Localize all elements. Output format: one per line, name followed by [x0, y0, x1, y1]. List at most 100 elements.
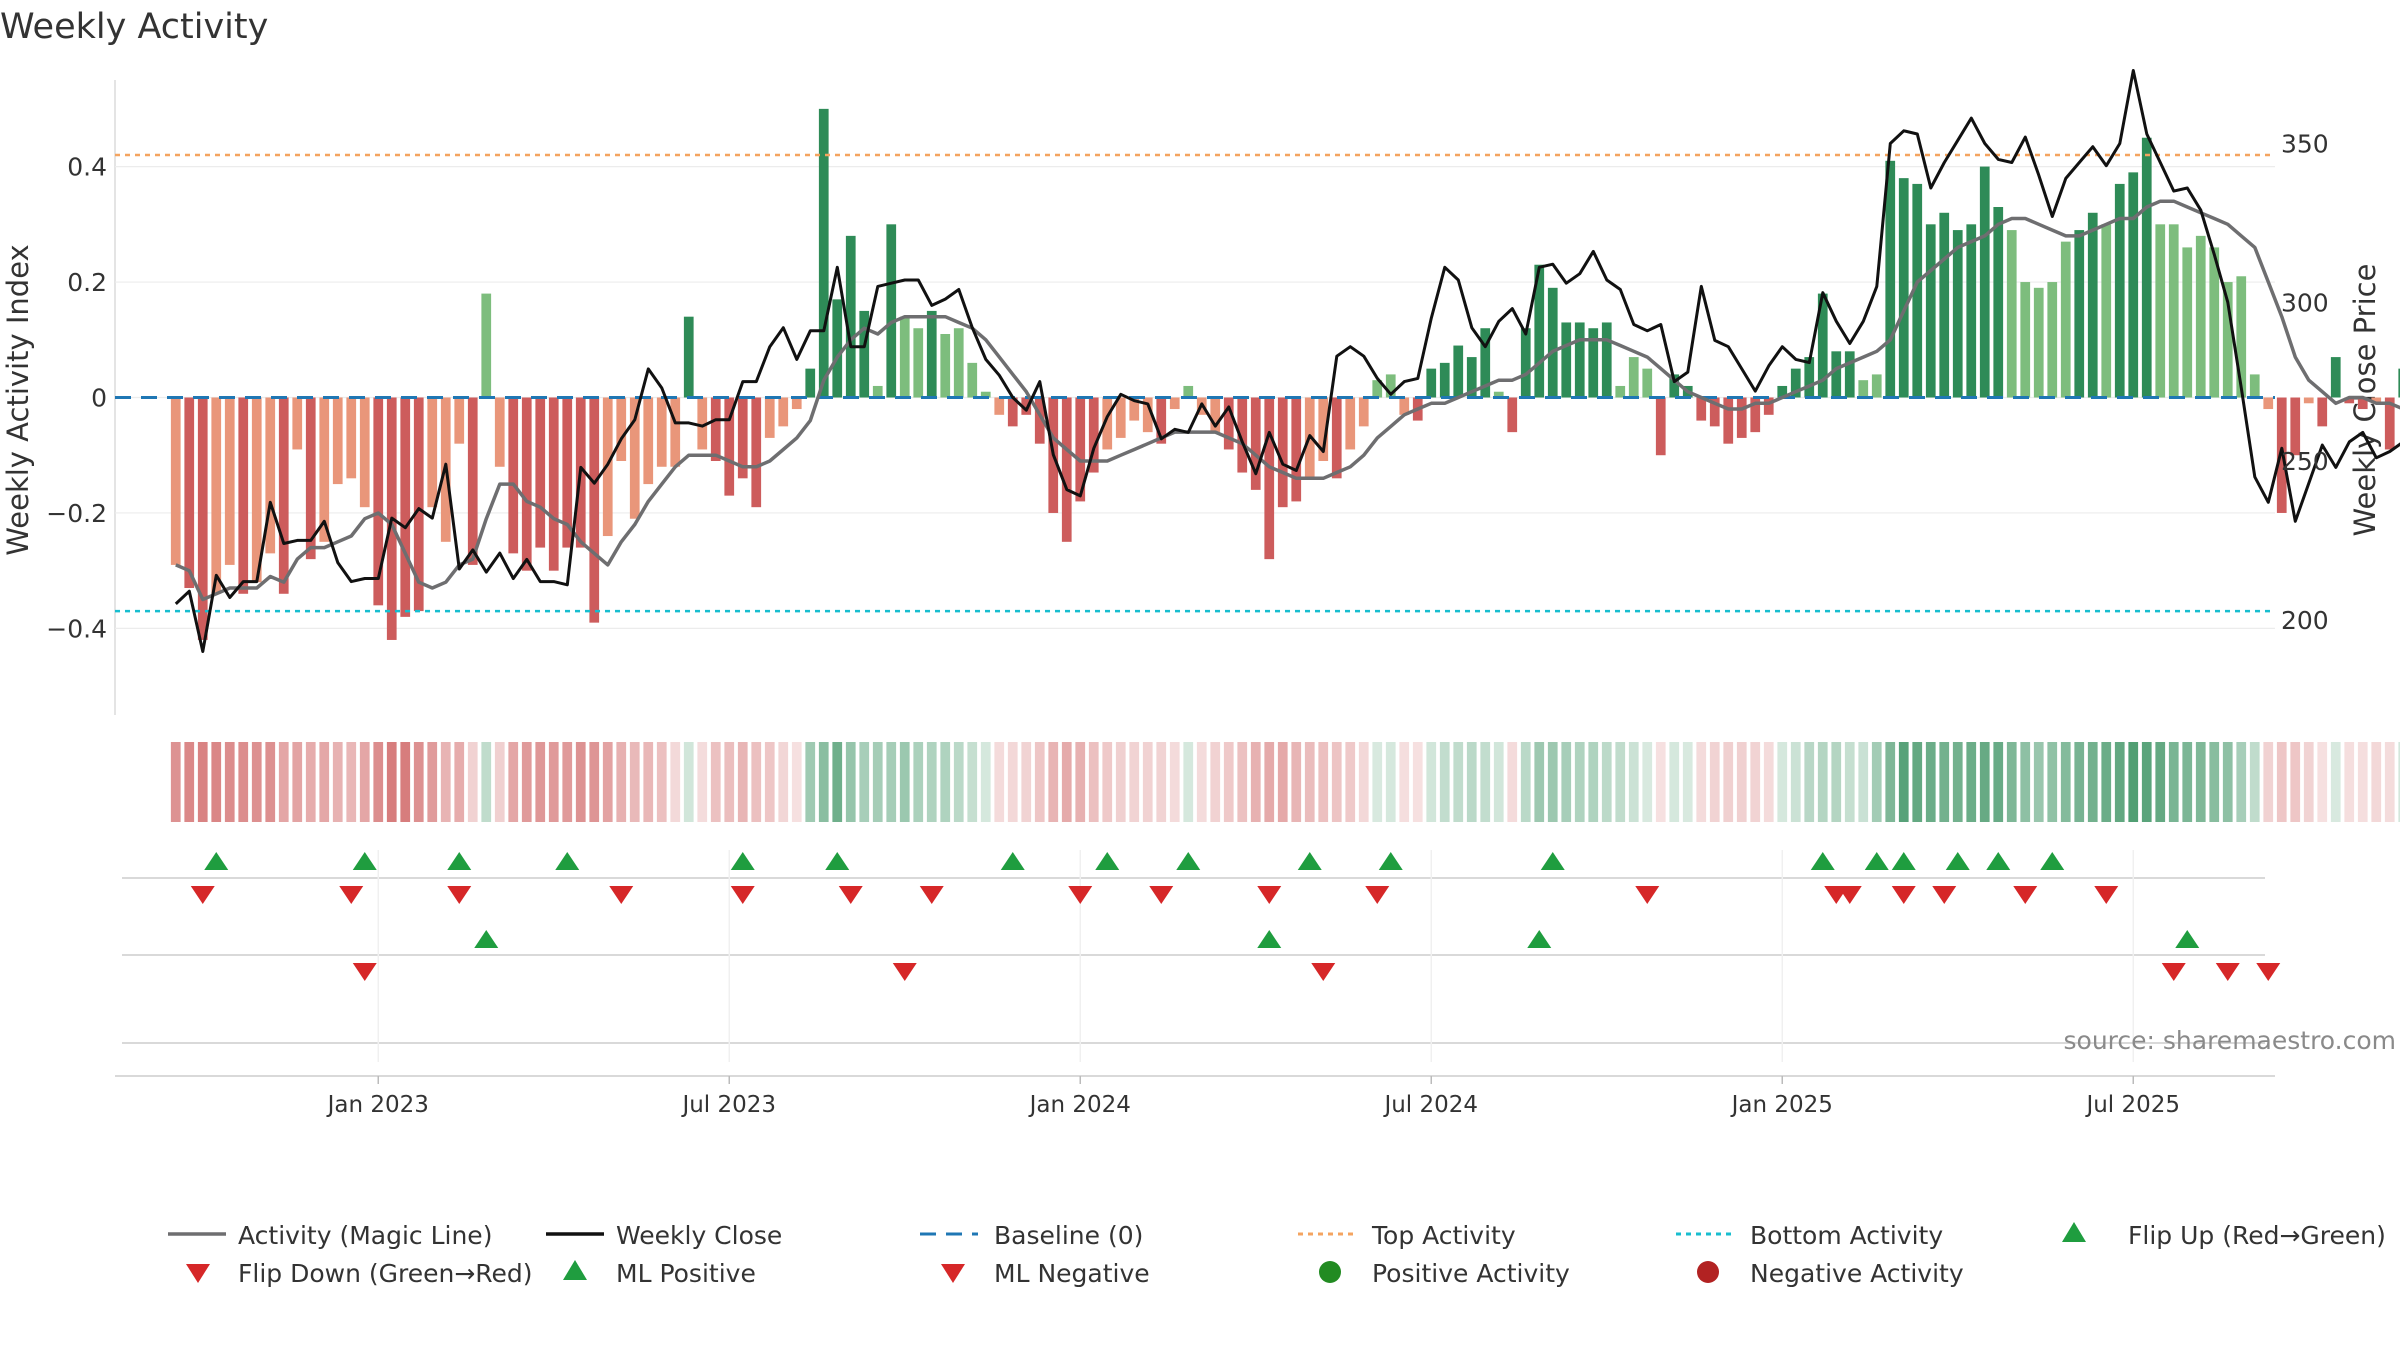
heat-cell — [1817, 742, 1828, 822]
activity-bar — [251, 397, 262, 583]
activity-bar — [1912, 183, 1923, 398]
series-lines — [174, 69, 2400, 653]
activity-bar — [265, 397, 276, 554]
heat-cell — [1007, 742, 1018, 822]
activity-bar — [508, 397, 519, 554]
heat-cell — [575, 742, 586, 822]
activity-bar — [1358, 397, 1369, 427]
flip-up-marker — [1000, 852, 1025, 870]
heat-cell — [1021, 742, 1032, 822]
activity-bar — [683, 316, 694, 398]
heat-cell — [643, 742, 654, 822]
heat-cell — [292, 742, 303, 822]
activity-bar — [967, 362, 978, 398]
activity-bar — [2398, 368, 2400, 398]
heat-cell — [2128, 742, 2139, 822]
flip-down-marker — [447, 886, 472, 904]
heat-cell — [1250, 742, 1261, 822]
flip-down-marker — [339, 886, 364, 904]
activity-bar — [899, 316, 910, 398]
activity-bar — [1453, 345, 1464, 398]
heat-cell — [2047, 742, 2058, 822]
heat-cell — [2236, 742, 2247, 822]
legend-ml-negative-label: ML Negative — [994, 1259, 1150, 1288]
heat-cell — [751, 742, 762, 822]
heat-cell — [2384, 742, 2395, 822]
heat-cell — [886, 742, 897, 822]
activity-bar — [1507, 397, 1518, 433]
heat-cell — [278, 742, 289, 822]
y-tick-right-label: 350 — [2281, 130, 2329, 159]
activity-bar — [2141, 137, 2152, 398]
heat-cell — [2276, 742, 2287, 822]
activity-bar — [724, 397, 735, 496]
flip-down-marker — [1068, 886, 1093, 904]
heat-cell — [1939, 742, 1950, 822]
heat-cell — [1763, 742, 1774, 822]
heat-cell — [2033, 742, 2044, 822]
heat-cell — [2182, 742, 2193, 822]
activity-bar — [1088, 397, 1099, 473]
heat-cell — [2074, 742, 2085, 822]
activity-bar — [2155, 224, 2166, 398]
activity-bar — [805, 368, 816, 398]
legend-ml-positive-marker — [563, 1260, 587, 1280]
heat-cell — [346, 742, 357, 822]
ml-negative-marker — [352, 963, 377, 981]
activity-bar — [2249, 374, 2260, 398]
heat-cell — [1196, 742, 1207, 822]
activity-bar — [1790, 368, 1801, 398]
activity-bar — [2060, 241, 2071, 398]
heat-cell — [1790, 742, 1801, 822]
heat-cell — [211, 742, 222, 822]
activity-bar — [427, 397, 438, 508]
heat-cell — [1318, 742, 1329, 822]
flip-up-marker — [730, 852, 755, 870]
heat-cell — [521, 742, 532, 822]
activity-bar — [332, 397, 343, 485]
heat-cell — [1858, 742, 1869, 822]
heat-cell — [1507, 742, 1518, 822]
activity-bar — [359, 397, 370, 508]
flip-up-marker — [447, 852, 472, 870]
activity-bar — [1399, 397, 1410, 415]
activity-bar — [1345, 397, 1356, 450]
legend-baseline-label: Baseline (0) — [994, 1221, 1143, 1250]
ml-positive-marker — [2175, 930, 2200, 948]
y-tick-right-label: 250 — [2281, 447, 2329, 476]
x-tick-label: Jan 2025 — [1730, 1092, 1833, 1118]
heat-cell — [1277, 742, 1288, 822]
activity-bar — [1709, 397, 1720, 427]
activity-bar — [1277, 397, 1288, 508]
activity-bar — [2357, 397, 2368, 410]
activity-bar — [2384, 397, 2395, 450]
heat-cell — [1966, 742, 1977, 822]
activity-bar — [2020, 282, 2031, 398]
activity-bar — [2317, 397, 2328, 427]
heat-cell — [2398, 742, 2400, 822]
legend-flip-up-label: Flip Up (Red→Green) — [2128, 1221, 2386, 1250]
heat-cell — [1115, 742, 1126, 822]
heat-cell — [1210, 742, 1221, 822]
heat-cell — [2209, 742, 2220, 822]
heat-cell — [1142, 742, 1153, 822]
heat-cell — [2101, 742, 2112, 822]
activity-bar — [845, 235, 856, 398]
activity-bar — [2330, 357, 2341, 398]
activity-bar — [1979, 166, 1990, 398]
heat-cell — [602, 742, 613, 822]
activity-bar — [697, 397, 708, 450]
flip-up-marker — [555, 852, 580, 870]
activity-bar — [1385, 374, 1396, 398]
ml-negative-marker — [1311, 963, 1336, 981]
chart-title: Weekly Activity — [0, 7, 268, 47]
activity-bar — [1237, 397, 1248, 473]
heat-cell — [859, 742, 870, 822]
heat-cell — [2344, 742, 2355, 822]
heat-cell — [1615, 742, 1626, 822]
heat-cell — [1183, 742, 1194, 822]
y-ticks: −0.4 −0.2 0 0.2 0.4 200 250 300 350 — [46, 130, 2328, 644]
activity-bar — [1372, 380, 1383, 398]
heat-cell — [778, 742, 789, 822]
